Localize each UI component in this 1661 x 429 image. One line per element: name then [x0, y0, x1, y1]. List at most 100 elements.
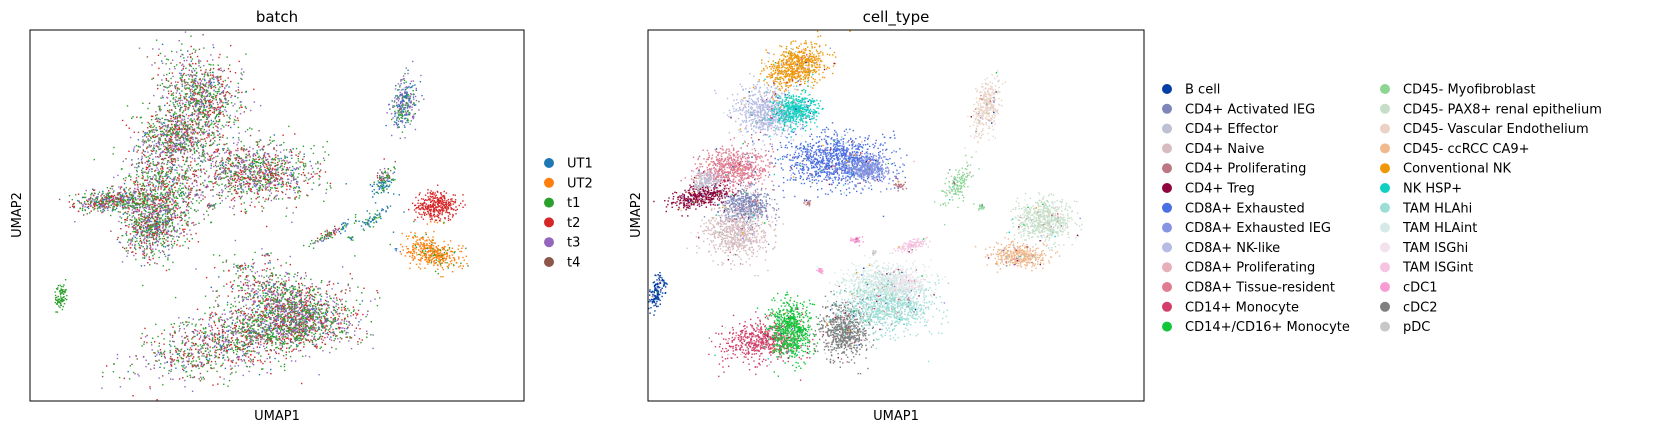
- scatter-point: [125, 177, 126, 178]
- scatter-point: [186, 139, 187, 140]
- scatter-point: [155, 232, 156, 233]
- scatter-point: [182, 187, 183, 188]
- scatter-point: [191, 189, 192, 190]
- scatter-point: [277, 167, 278, 168]
- scatter-point: [205, 111, 206, 112]
- scatter-point: [133, 213, 134, 214]
- scatter-point: [170, 152, 171, 153]
- scatter-point: [180, 207, 181, 208]
- scatter-point: [166, 178, 167, 179]
- scatter-point: [165, 239, 166, 240]
- scatter-point: [177, 115, 178, 116]
- scatter-point: [204, 132, 205, 133]
- scatter-point: [270, 189, 271, 190]
- scatter-point: [149, 240, 150, 241]
- scatter-point: [224, 70, 225, 71]
- scatter-point: [195, 52, 196, 53]
- scatter-point: [282, 135, 283, 136]
- scatter-point: [155, 249, 156, 250]
- scatter-point: [235, 160, 236, 161]
- scatter-point: [74, 206, 75, 207]
- scatter-point: [318, 178, 319, 179]
- scatter-point: [260, 176, 261, 177]
- scatter-point: [84, 203, 85, 204]
- scatter-point: [169, 219, 170, 220]
- scatter-point: [217, 77, 218, 78]
- scatter-point: [286, 160, 287, 161]
- scatter-point: [165, 140, 166, 141]
- scatter-point: [152, 226, 153, 227]
- scatter-point: [247, 347, 248, 348]
- scatter-point: [149, 146, 150, 147]
- scatter-point: [215, 162, 216, 163]
- scatter-point: [194, 169, 195, 170]
- scatter-point: [162, 95, 163, 96]
- scatter-point: [280, 152, 281, 153]
- scatter-point: [206, 89, 207, 90]
- scatter-point: [185, 31, 186, 32]
- scatter-point: [181, 166, 182, 167]
- scatter-point: [182, 77, 183, 78]
- scatter-point: [133, 183, 134, 184]
- scatter-point: [154, 242, 155, 243]
- scatter-point: [235, 178, 236, 179]
- scatter-point: [167, 205, 168, 206]
- scatter-point: [143, 246, 144, 247]
- scatter-point: [277, 158, 278, 159]
- scatter-point: [190, 118, 191, 119]
- scatter-point: [191, 120, 192, 121]
- scatter-point: [153, 95, 154, 96]
- scatter-point: [198, 83, 199, 84]
- scatter-point: [269, 171, 270, 172]
- scatter-point: [152, 159, 153, 160]
- scatter-point: [202, 87, 203, 88]
- scatter-point: [124, 183, 125, 184]
- scatter-point: [151, 252, 152, 253]
- scatter-point: [147, 139, 148, 140]
- scatter-point: [257, 181, 258, 182]
- scatter-point: [217, 84, 218, 85]
- scatter-point: [163, 146, 164, 147]
- scatter-point: [187, 93, 188, 94]
- scatter-point: [208, 360, 209, 361]
- scatter-point: [229, 117, 230, 118]
- scatter-point: [149, 123, 150, 124]
- scatter-point: [241, 172, 242, 173]
- scatter-point: [173, 92, 174, 93]
- scatter-point: [285, 162, 286, 163]
- scatter-point: [187, 151, 188, 152]
- scatter-point: [113, 203, 114, 204]
- scatter-point: [213, 166, 214, 167]
- scatter-point: [265, 157, 266, 158]
- scatter-point: [290, 170, 291, 171]
- scatter-point: [263, 292, 264, 293]
- scatter-point: [221, 106, 222, 107]
- scatter-point: [235, 150, 236, 151]
- scatter-point: [192, 146, 193, 147]
- scatter-point: [197, 345, 198, 346]
- scatter-point: [225, 107, 226, 108]
- scatter-point: [165, 138, 166, 139]
- scatter-point: [230, 179, 231, 180]
- scatter-point: [181, 80, 182, 81]
- scatter-point: [290, 356, 291, 357]
- scatter-point: [240, 184, 241, 185]
- scatter-point: [230, 155, 231, 156]
- scatter-point: [264, 169, 265, 170]
- scatter-point: [243, 71, 244, 72]
- scatter-point: [173, 236, 174, 237]
- scatter-point: [135, 223, 136, 224]
- scatter-point: [219, 86, 220, 87]
- scatter-point: [238, 120, 239, 121]
- scatter-point: [186, 366, 187, 367]
- scatter-point: [210, 72, 211, 73]
- scatter-point: [59, 199, 60, 200]
- scatter-point: [100, 210, 101, 211]
- scatter-point: [260, 105, 261, 106]
- scatter-point: [249, 366, 250, 367]
- scatter-point: [140, 117, 141, 118]
- scatter-point: [126, 231, 127, 232]
- scatter-point: [141, 158, 142, 159]
- scatter-point: [152, 208, 153, 209]
- scatter-point: [88, 199, 89, 200]
